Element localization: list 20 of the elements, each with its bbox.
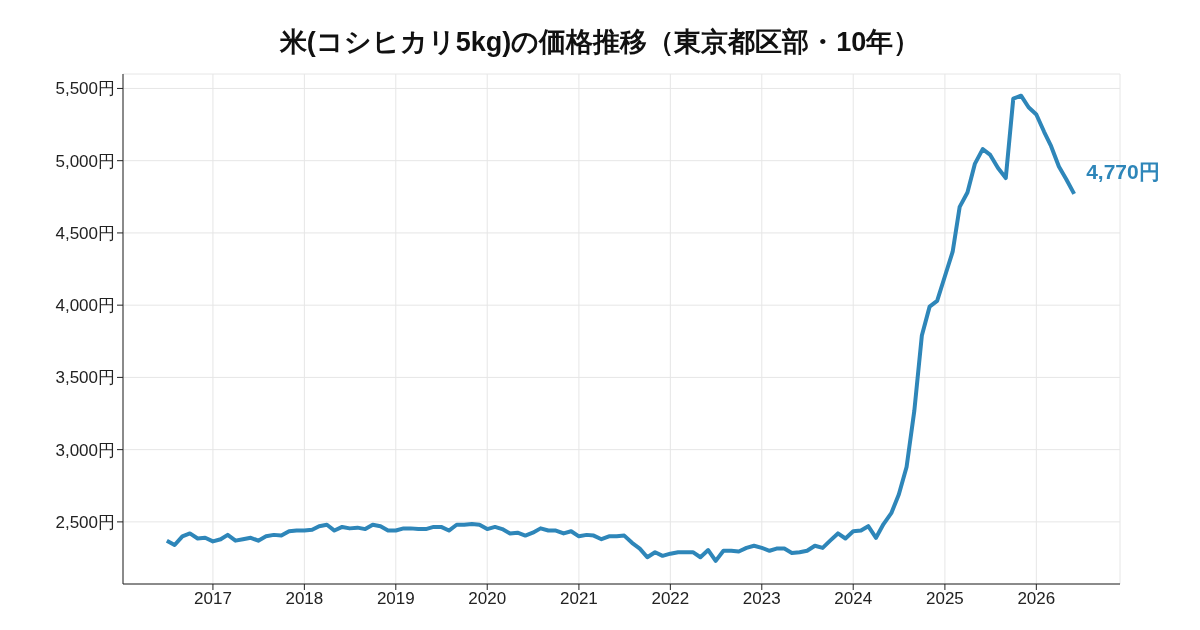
line-series: [164, 93, 1077, 563]
y-tick-label: 4,000円: [55, 296, 115, 316]
y-tick-label: 2,500円: [55, 512, 115, 532]
y-tick-label: 3,000円: [55, 440, 115, 460]
y-tick-label: 5,000円: [55, 151, 115, 171]
x-tick-label: 2017: [194, 589, 232, 609]
x-tick-label: 2024: [834, 589, 873, 609]
annotation: 4,770円: [1086, 160, 1160, 184]
y-tick-label: 4,500円: [55, 223, 115, 243]
y-tick-label: 5,500円: [55, 79, 115, 99]
x-tick-label: 2019: [376, 589, 415, 609]
x-tick-label: 2025: [925, 589, 964, 609]
chart-title: 米(コシヒカリ5kg)の価格推移（東京都区部・10年）: [278, 26, 922, 59]
x-tick-label: 2023: [742, 589, 781, 609]
y-tick-label: 3,500円: [55, 368, 115, 388]
x-tick-label: 2022: [651, 589, 690, 609]
x-tick-label: 2026: [1017, 589, 1056, 609]
x-tick-label: 2020: [468, 589, 507, 609]
x-tick-label: 2018: [285, 589, 324, 609]
x-tick-label: 2021: [560, 589, 598, 609]
